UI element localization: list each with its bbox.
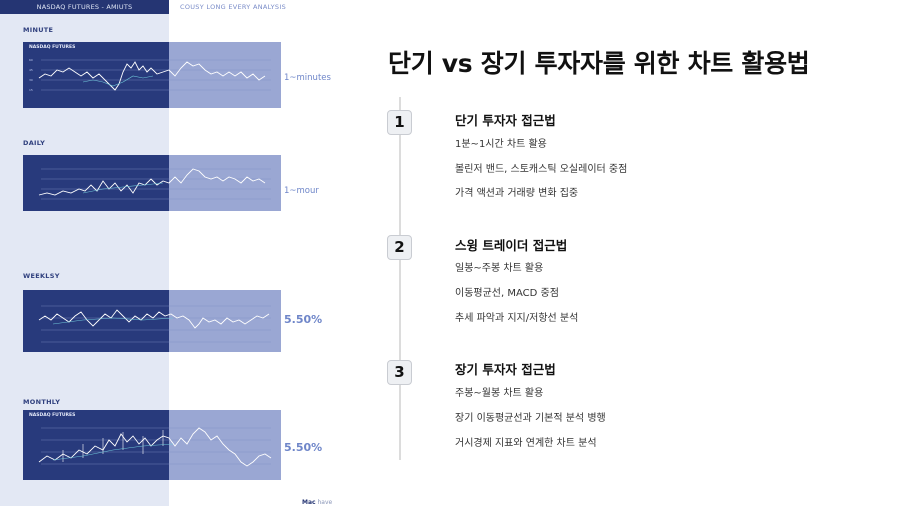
chart-light-area: [169, 155, 281, 211]
step-1-title: 단기 투자자 접근법: [455, 113, 556, 128]
chart-dark-area: [23, 155, 169, 211]
brand-logo: Mac have: [302, 499, 333, 506]
step-1-item-3: 가격 액션과 거래량 변화 집중: [455, 188, 579, 199]
chart-daily-lines: [38, 168, 271, 200]
chart-dark-area: [23, 290, 169, 352]
step-3-item-2: 장기 이동평균선과 기본적 분석 병행: [455, 413, 606, 424]
panel-label-minute: MINUTE: [23, 26, 54, 34]
chart-weekly: [23, 290, 281, 352]
step-2-item-3: 추세 파악과 지지/저항선 분석: [455, 313, 579, 324]
left-header-dark: NASDAQ FUTURES - AMIUTS: [0, 0, 169, 14]
svg-text:15: 15: [29, 88, 33, 92]
timeline-line: [399, 97, 401, 460]
panel-label-weekly: WEEKLSY: [23, 272, 60, 280]
chart-monthly-lines: [38, 427, 272, 467]
chart-dark-area: [23, 410, 169, 480]
chart-monthly: NASDAQ FUTURES: [23, 410, 281, 480]
panel-label-daily: DAILY: [23, 139, 46, 147]
svg-text:45: 45: [29, 68, 33, 72]
side-value-weekly: 5.50%: [284, 313, 323, 326]
step-2-badge: 2: [387, 235, 412, 260]
step-1-item-1: 1분~1시간 차트 활용: [455, 139, 547, 150]
step-3-item-3: 거시경제 지표와 연계한 차트 분석: [455, 438, 597, 449]
left-header-light: COUSY LONG EVERY ANALYSIS: [180, 3, 286, 11]
side-value-monthly: 5.50%: [284, 441, 323, 454]
chart-monthly-title: NASDAQ FUTURES: [29, 413, 76, 418]
chart-minute: 60 45 30 15 NASDAQ FUTURES: [23, 42, 281, 108]
chart-minute-lines: 60 45 30 15: [29, 58, 271, 92]
chart-light-area: [169, 290, 281, 352]
chart-daily: [23, 155, 281, 211]
page-title: 단기 vs 장기 투자자를 위한 차트 활용법: [388, 49, 810, 78]
step-3-item-1: 주봉~월봉 차트 활용: [455, 388, 544, 399]
step-1-item-2: 볼린저 밴드, 스토캐스틱 오실레이터 중점: [455, 164, 628, 175]
panel-label-monthly: MONTHLY: [23, 398, 61, 406]
step-2-title: 스윙 트레이더 접근법: [455, 238, 568, 253]
chart-weekly-lines: [38, 305, 271, 343]
svg-text:30: 30: [29, 78, 33, 82]
step-2-item-2: 이동평균선, MACD 중점: [455, 288, 559, 299]
step-2-item-1: 일봉~주봉 차트 활용: [455, 263, 544, 274]
step-3-title: 장기 투자자 접근법: [455, 362, 556, 377]
svg-text:60: 60: [29, 58, 33, 62]
chart-minute-title: NASDAQ FUTURES: [29, 45, 76, 50]
side-value-minute: 1~minutes: [284, 73, 331, 83]
step-1-badge: 1: [387, 110, 412, 135]
chart-light-area: [169, 410, 281, 480]
step-3-badge: 3: [387, 360, 412, 385]
side-value-daily: 1~mour: [284, 186, 319, 196]
